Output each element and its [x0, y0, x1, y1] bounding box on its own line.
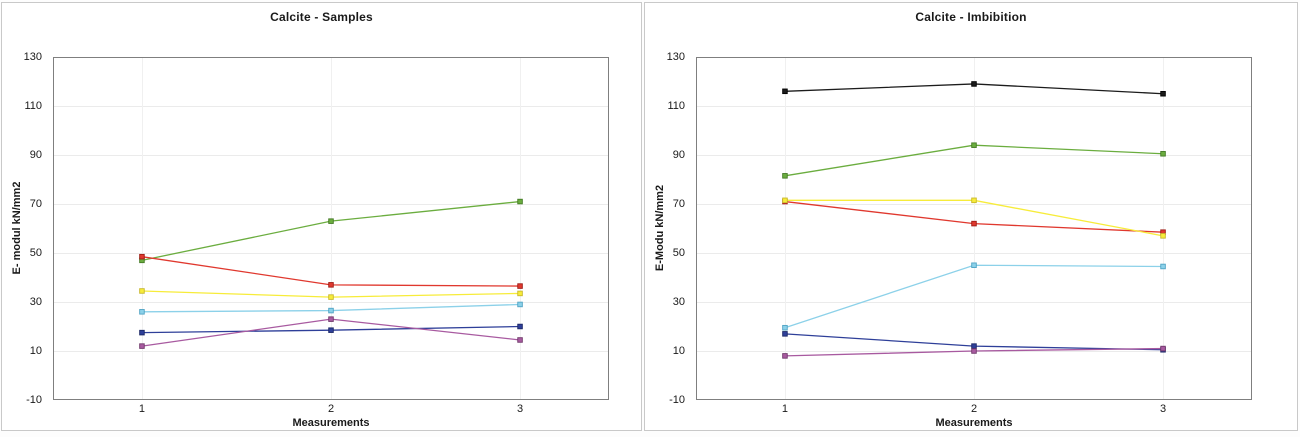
series-marker-purple [782, 353, 788, 359]
y-tick-label: 50 [672, 247, 685, 259]
series-marker-purple [971, 348, 977, 354]
series-marker-yellow [782, 197, 788, 204]
series-marker-red [517, 283, 523, 289]
y-tick-label: 10 [672, 345, 685, 357]
y-tick-label: 70 [672, 198, 685, 210]
series-marker-yellow [971, 197, 977, 204]
series-marker-dark-blue [328, 327, 334, 333]
chart-title: Calcite - Samples [270, 10, 373, 24]
series-marker-red [139, 253, 145, 260]
plot-area [696, 57, 1252, 400]
series-marker-purple [139, 343, 145, 349]
series-marker-black [782, 88, 788, 95]
x-axis-label: Measurements [292, 417, 370, 429]
series-marker-red [971, 220, 977, 227]
y-tick-label: 30 [29, 296, 42, 308]
y-tick-label: 70 [29, 198, 42, 210]
x-tick-label: 3 [516, 403, 524, 415]
y-tick-label: 130 [666, 51, 685, 63]
x-axis-label: Measurements [935, 417, 1013, 429]
x-axis-ticks: 1 2 3 [53, 403, 609, 416]
series-marker-light-blue [782, 324, 788, 331]
series-marker-light-blue [139, 309, 145, 315]
series-marker-light-blue [971, 262, 977, 268]
series-marker-green [517, 198, 523, 205]
x-axis-ticks: 1 2 3 [696, 403, 1252, 416]
chart-panel-calcite-imbibition: Calcite - Imbibition E-Modu kN/mm2 130 11… [644, 2, 1298, 431]
series-marker-dark-blue [782, 331, 788, 337]
series-marker-black [971, 81, 977, 87]
series-marker-green [1160, 151, 1166, 157]
y-tick-label: 90 [29, 149, 42, 161]
chart-title: Calcite - Imbibition [915, 10, 1027, 24]
plot-svg [696, 57, 1252, 400]
series-marker-dark-blue [517, 323, 523, 330]
series-marker-light-blue [328, 307, 334, 314]
x-tick-label: 3 [1159, 403, 1167, 415]
y-tick-label: -10 [26, 394, 42, 406]
y-tick-label: 10 [29, 345, 42, 357]
chart-panel-calcite-samples: Calcite - Samples E- modul kN/mm2 130 110… [1, 2, 642, 431]
y-tick-label: 130 [23, 51, 42, 63]
series-marker-green [971, 142, 977, 148]
series-marker-purple [1160, 345, 1166, 352]
series-marker-purple [328, 316, 334, 322]
x-tick-label: 1 [781, 403, 789, 415]
x-tick-label: 2 [970, 403, 978, 415]
y-axis-ticks: 130 110 90 70 50 30 10 -10 [645, 51, 690, 406]
plot-border [696, 57, 1252, 400]
y-tick-label: 30 [672, 296, 685, 308]
series-marker-black [1160, 91, 1166, 97]
series-marker-yellow [139, 288, 145, 294]
x-tick-label: 1 [138, 403, 146, 415]
series-marker-green [782, 173, 788, 179]
series-marker-light-blue [1160, 263, 1166, 270]
series-marker-red [328, 282, 334, 288]
series-marker-yellow [517, 290, 523, 297]
series-marker-purple [517, 337, 523, 343]
y-tick-label: -10 [669, 394, 685, 406]
series-marker-light-blue [517, 301, 523, 308]
x-tick-label: 2 [327, 403, 335, 415]
series-marker-yellow [328, 294, 334, 300]
y-tick-label: 110 [24, 100, 42, 112]
series-marker-dark-blue [971, 343, 977, 349]
series-marker-yellow [1160, 233, 1166, 239]
plot-border [53, 57, 609, 400]
plot-svg [53, 57, 609, 400]
y-tick-label: 110 [667, 100, 685, 112]
series-marker-green [328, 218, 334, 224]
y-axis-ticks: 130 110 90 70 50 30 10 -10 [2, 51, 47, 406]
plot-area [53, 57, 609, 400]
series-marker-dark-blue [139, 329, 145, 336]
y-tick-label: 50 [29, 247, 42, 259]
y-tick-label: 90 [672, 149, 685, 161]
